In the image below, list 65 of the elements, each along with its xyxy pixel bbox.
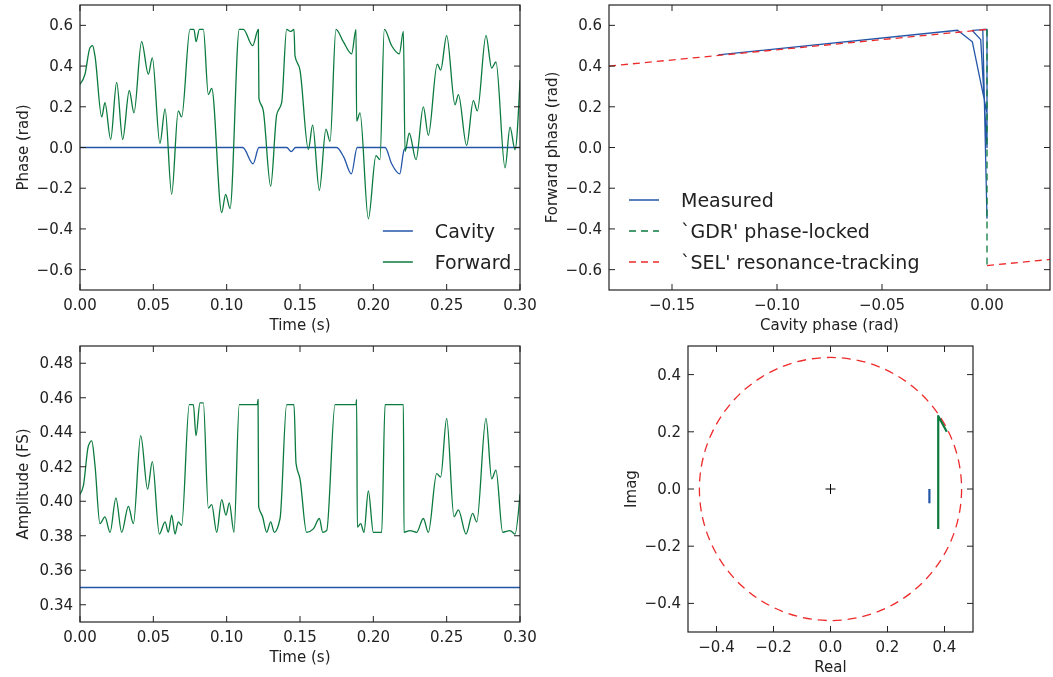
x-tick-label: −0.15 xyxy=(649,296,695,314)
y-tick-label: −0.2 xyxy=(644,537,681,556)
x-tick-label: 0.15 xyxy=(283,296,317,314)
y-tick-label: 0.42 xyxy=(39,457,73,476)
x-tick-label: 0.15 xyxy=(283,628,317,646)
legend-label: Forward xyxy=(434,251,512,273)
x-tick-label: 0.10 xyxy=(209,296,244,314)
y-tick-label: 0.46 xyxy=(39,388,73,407)
y-tick-label: −0.6 xyxy=(36,260,73,279)
y-axis-title: Forward phase (rad) xyxy=(543,71,561,224)
x-tick-label: 0.05 xyxy=(136,628,171,646)
x-axis-title: Time (s) xyxy=(268,316,331,334)
legend-label: Cavity xyxy=(434,220,495,242)
y-tick-label: 0.6 xyxy=(578,16,602,35)
x-tick-label: 0.05 xyxy=(136,296,171,314)
y-tick-label: −0.2 xyxy=(36,179,73,198)
y-tick-label: −0.4 xyxy=(565,219,602,238)
x-tick-label: 0.30 xyxy=(503,628,537,646)
x-tick-label: 0.00 xyxy=(63,296,97,314)
x-axis-title: Time (s) xyxy=(268,648,331,666)
y-tick-label: 0.0 xyxy=(49,138,73,157)
y-tick-label: 0.38 xyxy=(39,526,73,545)
y-tick-label: 0.0 xyxy=(578,138,602,157)
x-tick-label: 0.4 xyxy=(932,638,957,656)
y-tick-label: 0.44 xyxy=(39,423,73,442)
y-tick-label: −0.2 xyxy=(565,179,602,198)
x-tick-label: 0.25 xyxy=(429,628,464,646)
y-tick-label: 0.4 xyxy=(578,57,602,76)
y-tick-label: 0.2 xyxy=(49,97,73,116)
x-tick-label: 0.25 xyxy=(429,296,464,314)
x-tick-label: 0.20 xyxy=(356,628,391,646)
x-tick-label: 0.0 xyxy=(818,638,843,656)
y-tick-label: 0.4 xyxy=(657,365,681,384)
y-tick-label: 0.2 xyxy=(657,422,681,441)
y-tick-label: 0.0 xyxy=(657,480,681,498)
x-tick-label: 0.10 xyxy=(209,628,244,646)
x-tick-label: 0.2 xyxy=(875,638,900,656)
line-series xyxy=(80,28,520,220)
y-tick-label: −0.4 xyxy=(36,219,73,238)
x-tick-label: 0.30 xyxy=(503,296,537,314)
y-tick-label: 0.40 xyxy=(39,492,73,511)
y-tick-label: −0.6 xyxy=(565,260,602,279)
y-axis-title: Amplitude (FS) xyxy=(14,428,32,540)
y-tick-label: 0.34 xyxy=(39,595,73,614)
legend-label: `SEL' resonance-tracking xyxy=(681,251,920,273)
x-axis-title: Real xyxy=(814,658,847,676)
y-axis-title: Phase (rad) xyxy=(14,104,32,191)
x-axis-title: Cavity phase (rad) xyxy=(760,316,899,334)
legend-label: `GDR' phase-locked xyxy=(681,220,870,242)
x-tick-label: 0.00 xyxy=(970,296,1004,314)
x-tick-label: 0.00 xyxy=(63,628,97,646)
line-series xyxy=(80,398,520,535)
y-tick-label: 0.4 xyxy=(49,57,73,76)
x-tick-label: 0.20 xyxy=(356,296,391,314)
x-tick-label: −0.05 xyxy=(859,296,905,314)
y-tick-label: 0.48 xyxy=(39,354,73,373)
x-tick-label: −0.2 xyxy=(755,638,792,656)
y-tick-label: 0.6 xyxy=(49,16,73,35)
legend-label: Measured xyxy=(681,189,774,211)
y-tick-label: 0.36 xyxy=(39,561,73,580)
y-tick-label: 0.2 xyxy=(578,97,602,116)
y-tick-label: −0.4 xyxy=(644,594,681,613)
x-tick-label: −0.10 xyxy=(754,296,800,314)
y-axis-title: Imag xyxy=(622,470,640,508)
x-tick-label: −0.4 xyxy=(698,638,735,656)
